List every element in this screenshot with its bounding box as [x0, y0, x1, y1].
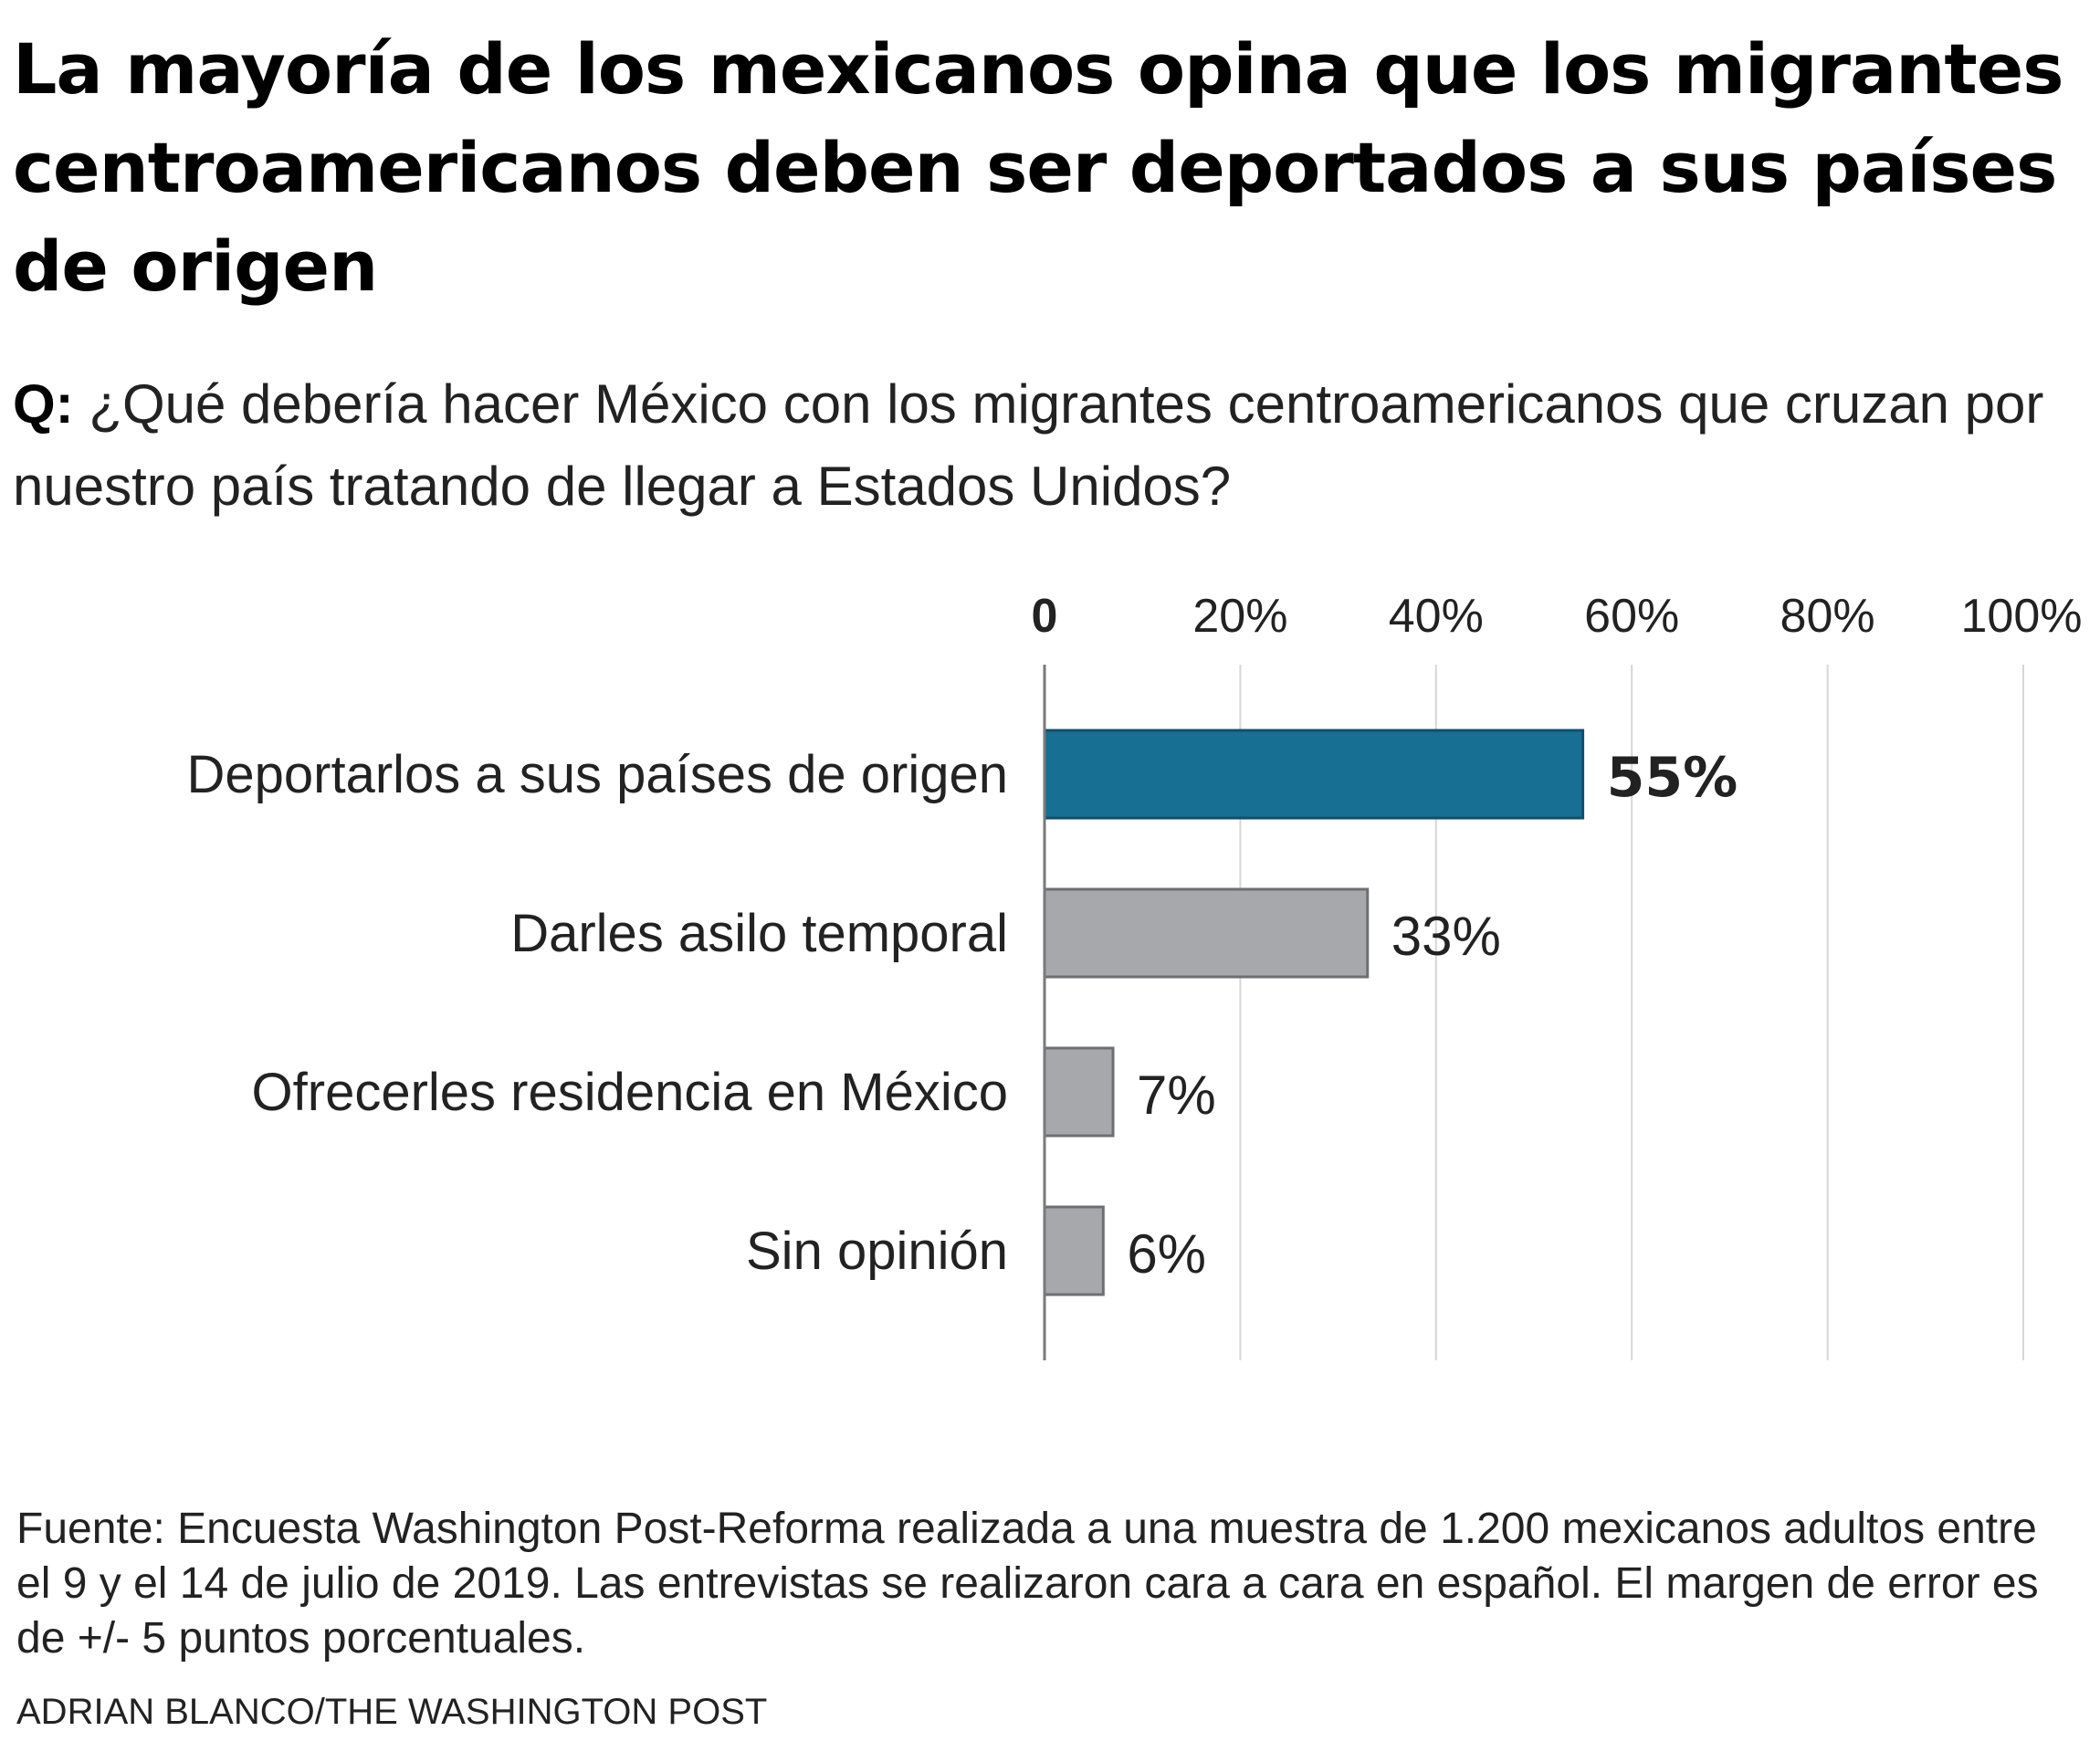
x-tick-label: 100% [1961, 590, 2083, 643]
question-label: Q: [13, 373, 74, 435]
value-label: 6% [1127, 1223, 1206, 1285]
x-tick-label: 40% [1389, 590, 1484, 643]
bar [1043, 1205, 1105, 1296]
x-tick-label: 0 [1032, 590, 1058, 643]
category-label: Ofrecerles residencia en México [252, 1063, 1008, 1122]
value-label: 33% [1391, 906, 1501, 967]
value-label: 7% [1137, 1065, 1216, 1126]
x-tick-label: 60% [1584, 590, 1679, 643]
source-note: Fuente: Encuesta Washington Post-Reforma… [16, 1505, 2039, 1663]
bar-chart: 0 20% 40% 60% 80% 100% Deportarlos a sus país… [186, 590, 2083, 1360]
category-label: Darles asilo temporal [510, 904, 1008, 963]
bar [1043, 729, 1585, 820]
question-text: ¿Qué debería hacer México con los migran… [13, 373, 2044, 517]
category-label: Deportarlos a sus países de origen [186, 745, 1008, 804]
x-tick-label: 80% [1780, 590, 1875, 643]
x-tick-label: 20% [1192, 590, 1287, 643]
credit-line: ADRIAN BLANCO/THE WASHINGTON POST [16, 1692, 768, 1732]
survey-question: Q: ¿Qué debería hacer México con los mig… [13, 363, 2085, 528]
bar [1043, 1046, 1115, 1138]
bars [1043, 729, 1585, 1296]
value-labels: 55% 33% 7% 6% [1127, 746, 1738, 1285]
value-label: 55% [1607, 746, 1738, 810]
x-axis-ticks: 0 20% 40% 60% 80% 100% [1032, 590, 2083, 643]
bar [1043, 887, 1370, 979]
chart-title: La mayoría de los mexicanos opina que lo… [13, 28, 2063, 307]
category-labels: Deportarlos a sus países de origen Darles… [186, 745, 1008, 1281]
category-label: Sin opinión [746, 1222, 1008, 1281]
